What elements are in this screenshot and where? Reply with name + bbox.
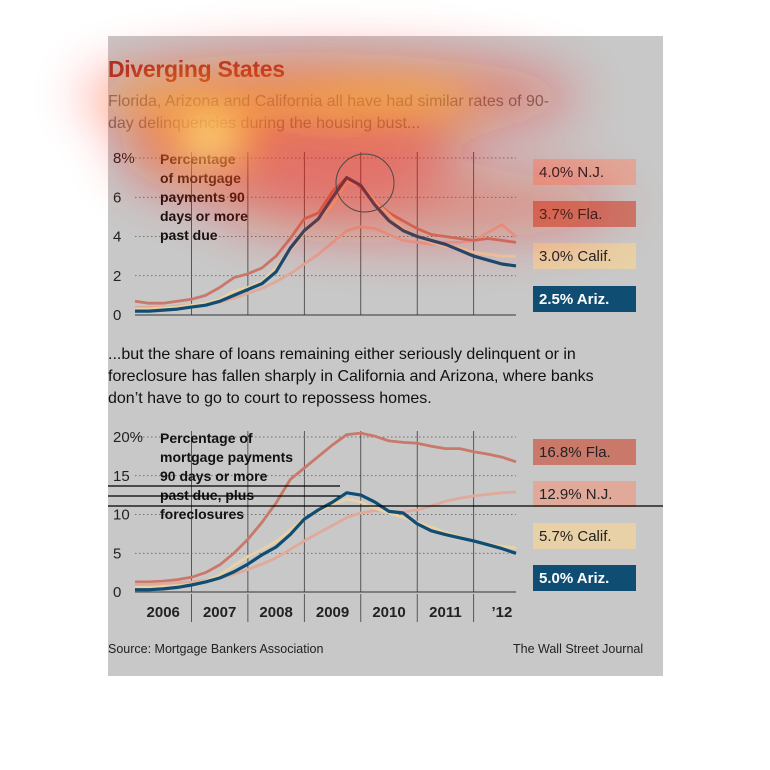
source-note: Source: Mortgage Bankers Association [108, 642, 324, 656]
annotation-line-0-2: payments 90 [160, 189, 245, 205]
end-label-box-1-nj. [533, 481, 636, 507]
y-tick-label-1-2: 10 [113, 507, 130, 524]
y-tick-label-0-0: 8% [113, 150, 135, 167]
end-label-text-1-ariz: 5.0% Ariz. [539, 570, 609, 587]
y-tick-label-0-1: 6 [113, 189, 121, 206]
credit-note: The Wall Street Journal [513, 642, 644, 656]
annotation-line-0-0: Percentage [160, 151, 236, 167]
y-tick-label-0-4: 0 [113, 307, 121, 324]
annotation-line-1-0: Percentage of [160, 430, 253, 446]
end-label-box-0-calif [533, 243, 636, 269]
end-label-text-0-ariz: 2.5% Ariz. [539, 291, 609, 308]
end-label-box-1-ariz [533, 565, 636, 591]
y-tick-label-1-4: 0 [113, 584, 121, 601]
bridge-text: ...but the share of loans remaining eith… [108, 346, 594, 407]
annotation-line-1-1: mortgage payments [160, 449, 293, 465]
x-tick-label-2: 2008 [259, 604, 292, 621]
annotation-line-0-3: days or more [160, 208, 248, 224]
series-line-1-fla [135, 431, 517, 584]
end-label-box-1-calif [533, 523, 636, 549]
end-label-text-1-calif: 5.7% Calif. [539, 528, 612, 545]
y-tick-label-0-2: 4 [113, 229, 121, 246]
y-tick-label-1-1: 15 [113, 468, 130, 485]
end-label-box-1-fla [533, 439, 636, 465]
y-tick-label-0-3: 2 [113, 268, 121, 285]
end-label-text-1-nj.: 12.9% N.J. [539, 486, 612, 503]
y-tick-label-1-3: 5 [113, 545, 121, 562]
end-label-box-0-ariz [533, 286, 636, 312]
annotation-line-1-3: past due, plus [160, 487, 254, 503]
x-tick-label-1: 2007 [203, 604, 236, 621]
annotation-line-0-4: past due [160, 227, 218, 243]
x-tick-label-3: 2009 [316, 604, 349, 621]
end-label-text-1-fla: 16.8% Fla. [539, 444, 611, 461]
y-tick-label-1-0: 20% [113, 429, 143, 446]
x-tick-label-6: ’12 [491, 604, 512, 621]
end-label-text-0-fla: 3.7% Fla. [539, 206, 602, 223]
annotation-line-1-2: 90 days or more [160, 468, 268, 484]
annotation-line-1-4: foreclosures [160, 506, 244, 522]
end-label-text-0-nj.: 4.0% N.J. [539, 164, 604, 181]
x-tick-label-0: 2006 [147, 604, 180, 621]
x-tick-label-5: 2011 [429, 604, 462, 621]
end-label-text-0-calif: 3.0% Calif. [539, 248, 612, 265]
annotation-line-0-1: of mortgage [160, 170, 241, 186]
x-tick-label-4: 2010 [372, 604, 405, 621]
series-line-1-nj. [135, 490, 517, 586]
